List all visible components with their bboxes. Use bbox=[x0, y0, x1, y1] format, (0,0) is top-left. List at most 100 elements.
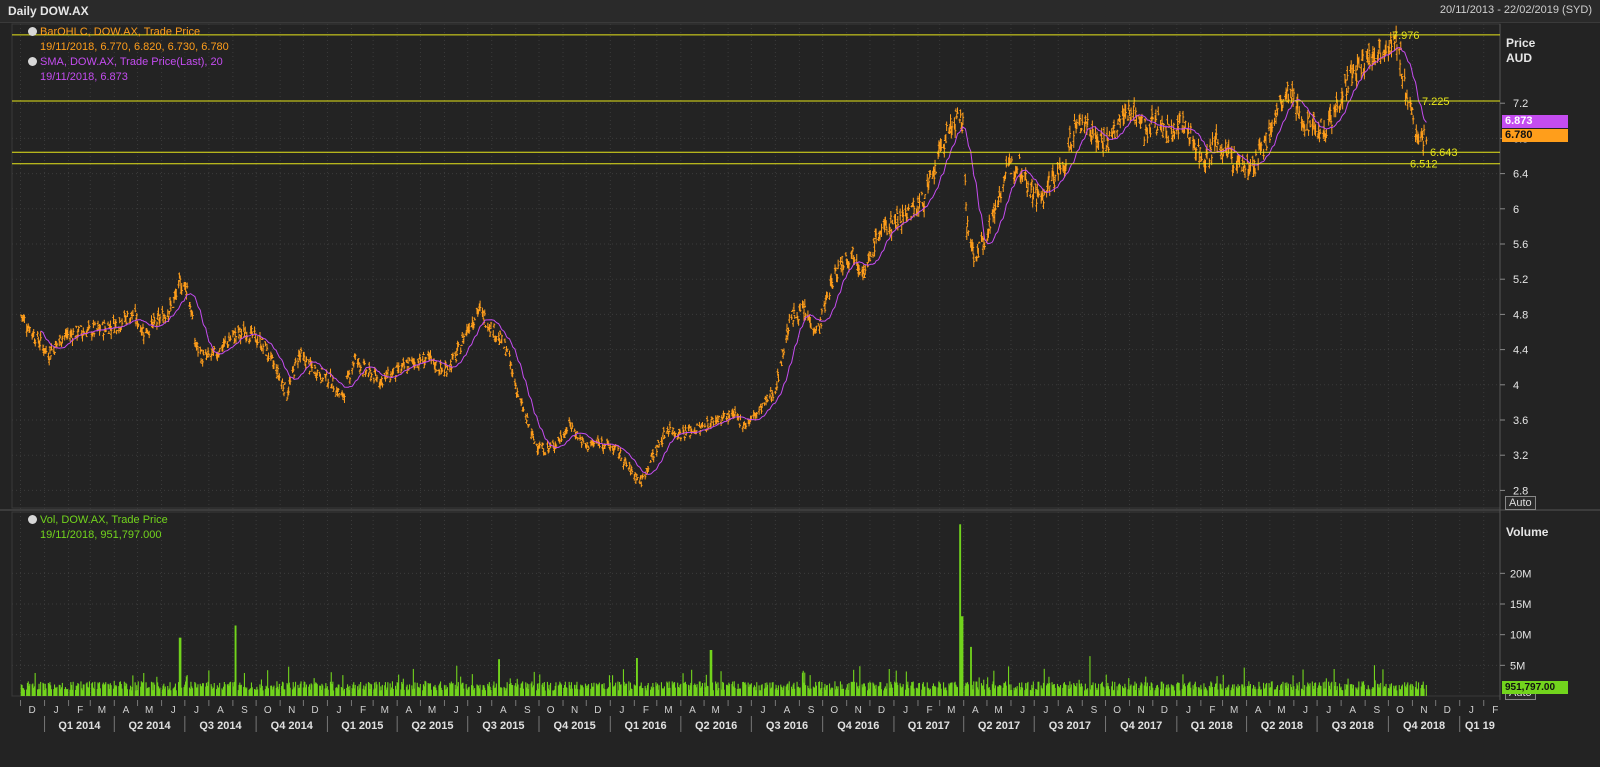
volume-bar bbox=[711, 650, 713, 696]
volume-bar bbox=[834, 681, 836, 696]
volume-bar bbox=[744, 682, 746, 696]
ohlc-legend-values: 19/11/2018, 6.770, 6.820, 6.730, 6.780 bbox=[40, 41, 229, 53]
ohlc-bar bbox=[634, 478, 638, 484]
volume-bar bbox=[1152, 687, 1154, 696]
ohlc-bar bbox=[92, 319, 95, 329]
volume-bar bbox=[370, 683, 372, 696]
volume-bar bbox=[472, 685, 474, 696]
ohlc-bar bbox=[347, 369, 351, 376]
ohlc-bar bbox=[526, 413, 529, 418]
legend-toggle-icon[interactable] bbox=[28, 27, 37, 36]
ohlc-bar bbox=[399, 368, 403, 374]
volume-bar bbox=[1178, 682, 1180, 696]
volume-bar bbox=[411, 685, 413, 696]
ohlc-bar bbox=[91, 332, 94, 336]
volume-bar bbox=[446, 688, 448, 696]
volume-bar bbox=[1377, 683, 1379, 696]
volume-bar bbox=[663, 689, 665, 696]
volume-bar bbox=[302, 687, 304, 696]
ohlc-bar bbox=[948, 125, 951, 135]
volume-bar bbox=[1295, 688, 1297, 696]
volume-bar bbox=[717, 682, 719, 696]
ohlc-bar bbox=[1157, 106, 1160, 116]
price-legend[interactable]: BarOHLC, DOW.AX, Trade Price 19/11/2018,… bbox=[28, 25, 229, 85]
x-quarter-label: Q1 19 bbox=[1465, 720, 1495, 732]
volume-bar bbox=[884, 688, 886, 696]
volume-bar bbox=[1170, 684, 1172, 696]
volume-bar bbox=[553, 690, 555, 696]
volume-bar bbox=[1404, 686, 1406, 696]
volume-bar bbox=[371, 684, 373, 696]
volume-bar bbox=[991, 684, 993, 696]
volume-bar bbox=[99, 688, 101, 696]
volume-bar bbox=[608, 687, 610, 696]
ohlc-bar bbox=[538, 441, 541, 449]
volume-legend[interactable]: Vol, DOW.AX, Trade Price 19/11/2018, 951… bbox=[28, 513, 168, 543]
volume-bar bbox=[761, 684, 763, 696]
ohlc-bar bbox=[711, 417, 714, 420]
ohlc-bar bbox=[1325, 128, 1328, 138]
volume-bar bbox=[175, 690, 177, 696]
volume-bar bbox=[1412, 686, 1414, 696]
ohlc-bar bbox=[774, 387, 778, 391]
x-quarter-label: Q3 2017 bbox=[1049, 720, 1091, 732]
volume-bar bbox=[1320, 686, 1322, 696]
ohlc-bar bbox=[1009, 172, 1013, 175]
volume-bar bbox=[896, 682, 898, 696]
volume-bar bbox=[901, 686, 903, 696]
volume-bar bbox=[1046, 685, 1048, 696]
ohlc-bar bbox=[1361, 49, 1365, 62]
volume-bar bbox=[650, 689, 652, 696]
ohlc-bar bbox=[840, 255, 844, 263]
volume-bar bbox=[1125, 687, 1127, 696]
ohlc-bar bbox=[106, 321, 110, 326]
volume-bar bbox=[1209, 687, 1211, 696]
ohlc-bar bbox=[272, 360, 276, 369]
x-quarter-label: Q4 2016 bbox=[837, 720, 879, 732]
volume-bar bbox=[276, 681, 278, 696]
volume-bar bbox=[1253, 685, 1255, 696]
volume-legend-title: Vol, DOW.AX, Trade Price bbox=[40, 514, 168, 526]
volume-bar bbox=[444, 689, 446, 696]
legend-toggle-icon[interactable] bbox=[28, 515, 37, 524]
volume-bar bbox=[1371, 688, 1373, 696]
volume-bar bbox=[1311, 681, 1313, 696]
volume-bar bbox=[1407, 682, 1409, 696]
ohlc-bar bbox=[1068, 125, 1072, 139]
price-y-tick-label: 3.6 bbox=[1513, 415, 1528, 427]
volume-bar bbox=[1134, 681, 1136, 696]
volume-bar bbox=[1203, 683, 1205, 696]
volume-bar bbox=[674, 687, 676, 696]
volume-bar bbox=[1059, 687, 1061, 696]
volume-bar bbox=[598, 684, 600, 696]
volume-bar bbox=[1024, 690, 1026, 696]
volume-bar bbox=[960, 616, 962, 696]
volume-bar bbox=[1184, 686, 1186, 696]
ohlc-bar bbox=[1412, 115, 1415, 125]
volume-bar bbox=[88, 681, 90, 696]
ohlc-bar bbox=[289, 377, 292, 386]
volume-bar bbox=[107, 683, 109, 696]
legend-toggle-icon[interactable] bbox=[28, 57, 37, 66]
volume-bar bbox=[1100, 684, 1102, 696]
volume-bar bbox=[1047, 683, 1049, 696]
ohlc-bar bbox=[177, 279, 180, 289]
volume-bar bbox=[1052, 685, 1054, 696]
volume-bar bbox=[683, 683, 685, 696]
date-range[interactable]: 20/11/2013 - 22/02/2019 (SYD) bbox=[1439, 4, 1592, 16]
volume-bar bbox=[233, 681, 235, 696]
ohlc-bar bbox=[38, 339, 42, 351]
volume-bar bbox=[644, 685, 646, 696]
volume-bar bbox=[814, 687, 816, 696]
volume-bar bbox=[94, 681, 96, 696]
volume-bar bbox=[1231, 687, 1233, 696]
volume-bar bbox=[120, 684, 122, 696]
volume-bar bbox=[978, 677, 980, 696]
volume-bar bbox=[1080, 683, 1082, 696]
volume-bar bbox=[571, 688, 573, 696]
ohlc-bar bbox=[58, 334, 62, 339]
price-auto-scale-button[interactable]: Auto bbox=[1505, 496, 1536, 510]
ohlc-bar bbox=[1091, 128, 1095, 139]
volume-bar bbox=[997, 686, 999, 696]
